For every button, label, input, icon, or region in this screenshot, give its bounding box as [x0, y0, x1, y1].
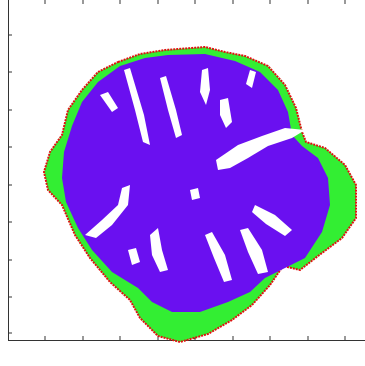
figure	[0, 0, 365, 366]
page: (() => { const data = JSON.parse(documen…	[0, 0, 365, 366]
